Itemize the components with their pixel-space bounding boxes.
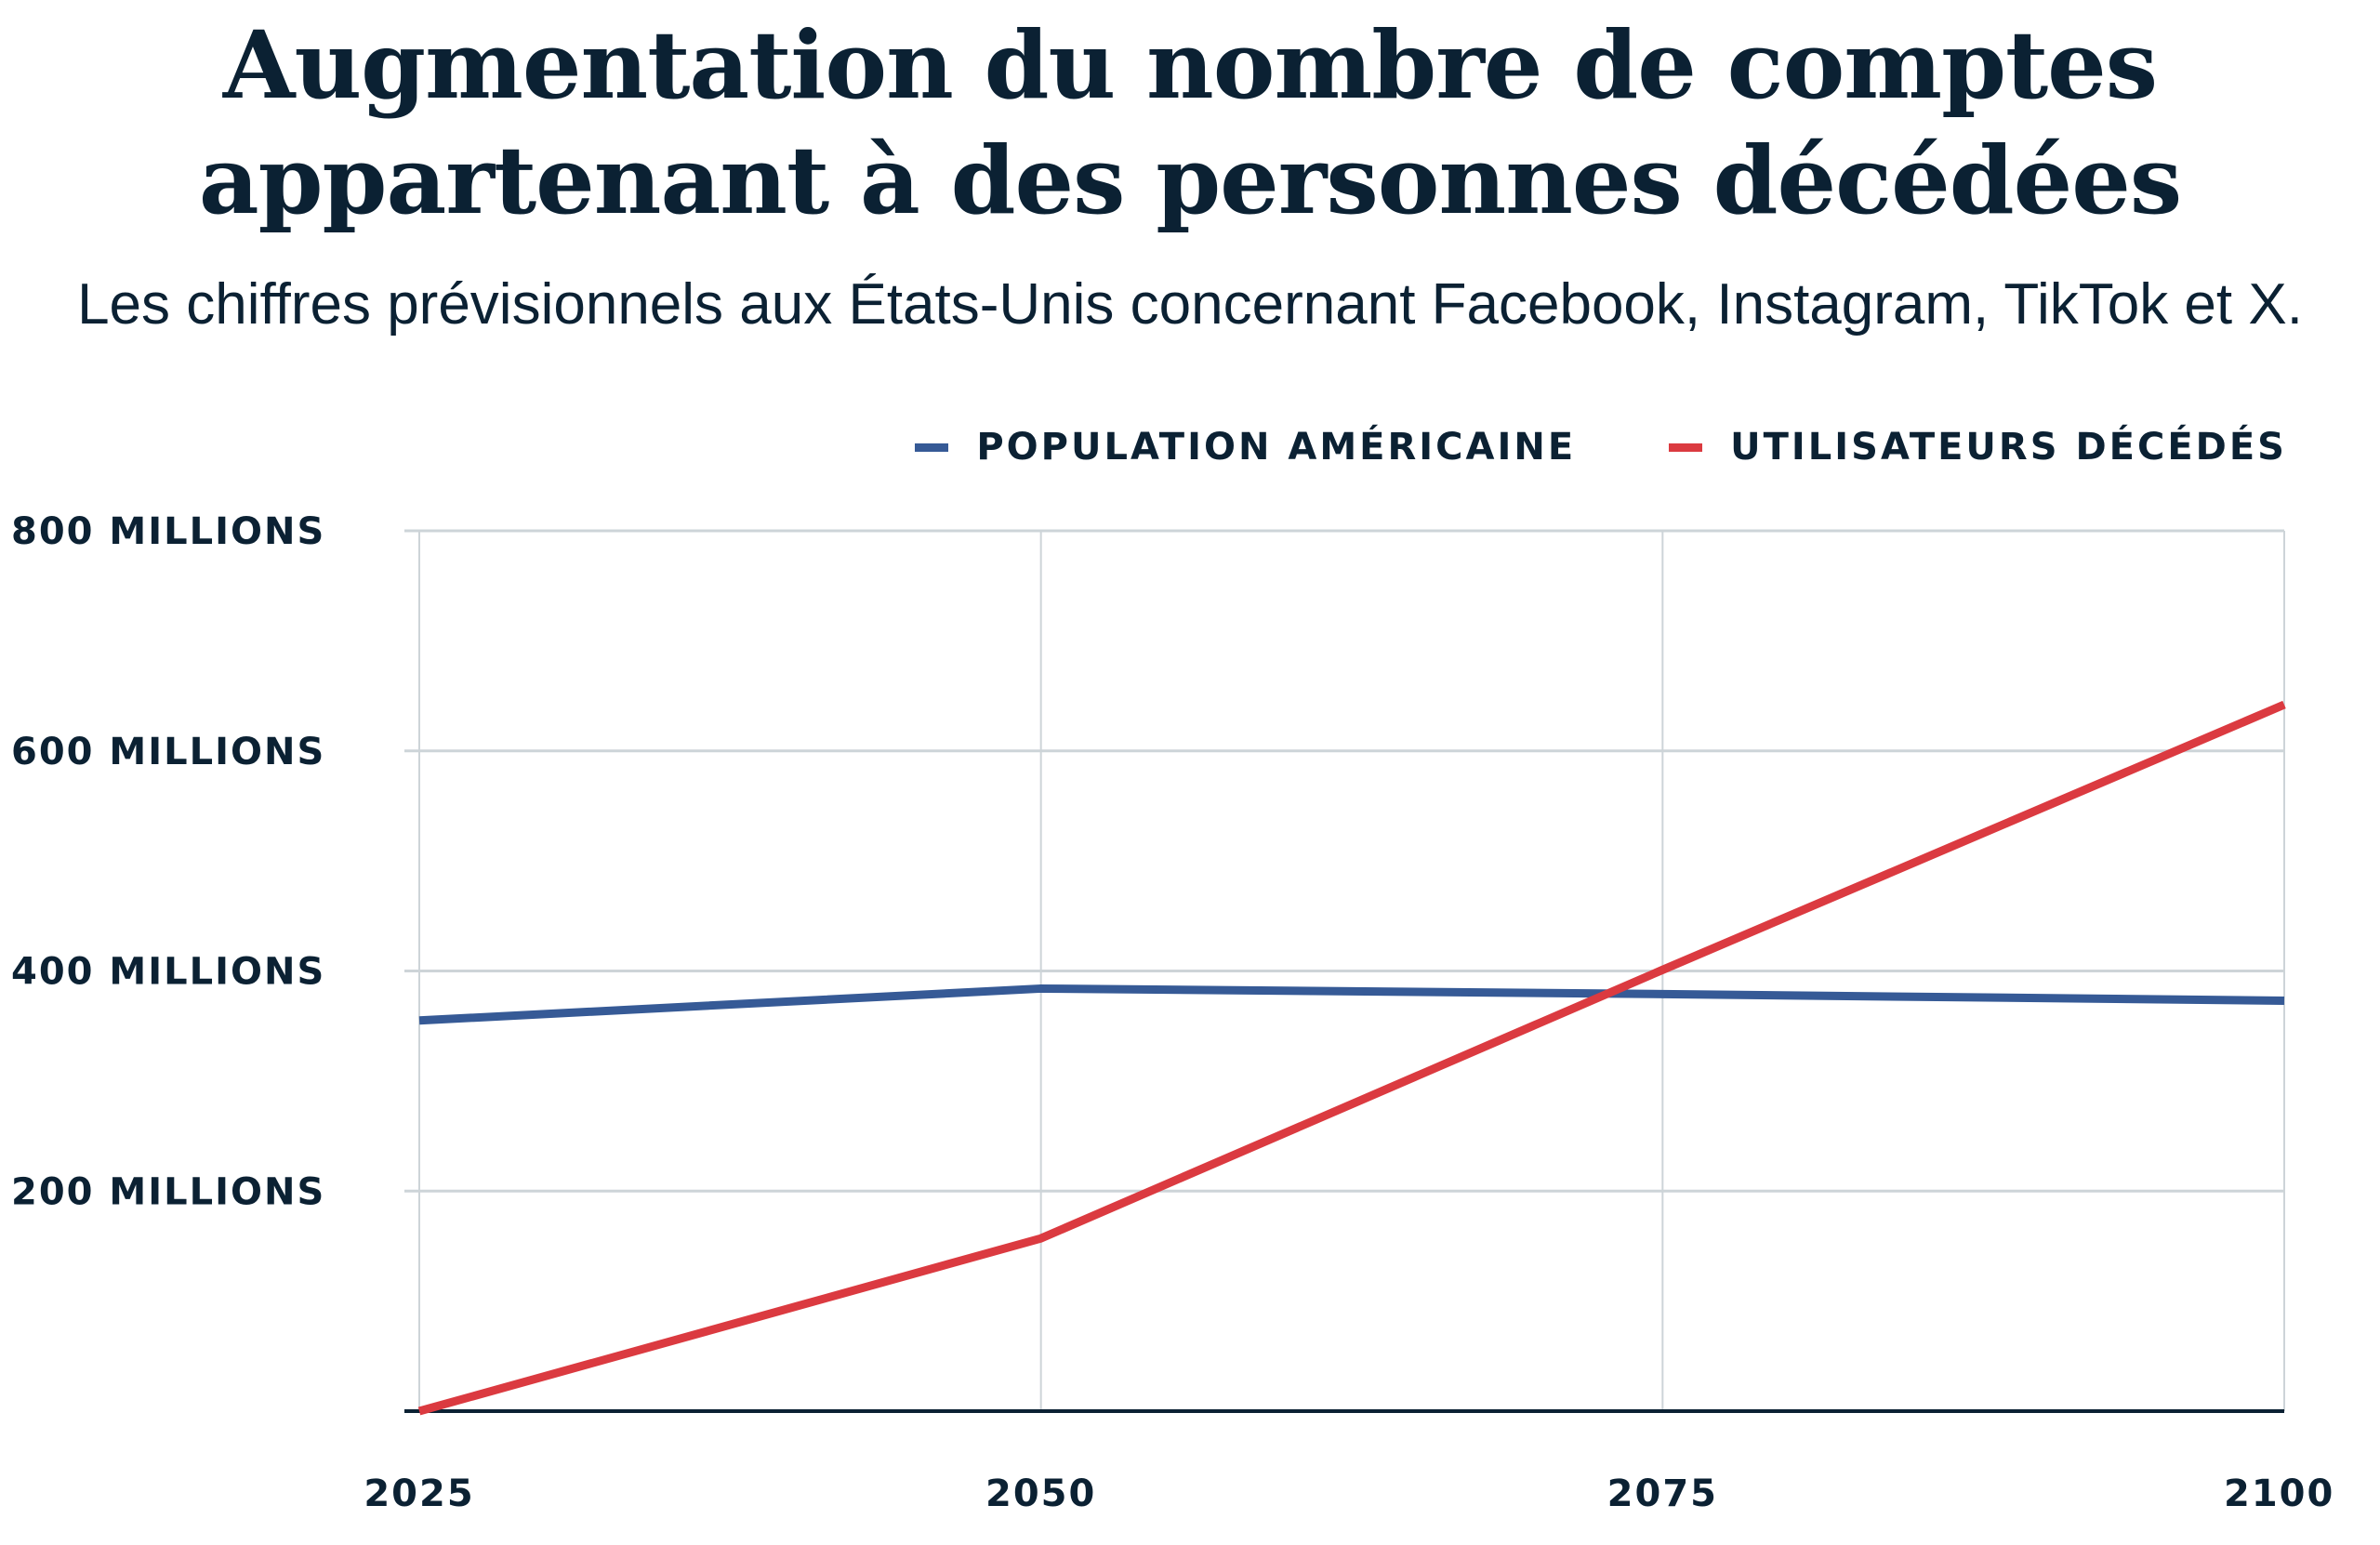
x-tick-label: 2025 <box>364 1472 474 1515</box>
legend-item-deceased: UTILISATEURS DÉCÉDÉS <box>1669 426 2287 469</box>
x-tick-label: 2075 <box>1607 1472 1718 1515</box>
title-line-2: appartenant à des personnes décédées <box>198 125 2182 235</box>
series-line-population <box>418 984 2285 1025</box>
legend-label-population: POPULATION AMÉRICAINE <box>976 426 1577 469</box>
legend-swatch-population <box>915 442 949 452</box>
chart-subtitle: Les chiffres prévisionnels aux États-Uni… <box>77 272 2303 337</box>
title-line-1: Augmentation du nombre de comptes <box>222 10 2158 120</box>
y-tick-label: 400 MILLIONS <box>11 951 325 994</box>
legend-item-population: POPULATION AMÉRICAINE <box>915 426 1576 469</box>
legend-swatch-deceased <box>1669 442 1703 452</box>
x-tick-label: 2050 <box>985 1472 1096 1515</box>
y-tick-label: 600 MILLIONS <box>11 731 325 773</box>
legend-label-deceased: UTILISATEURS DÉCÉDÉS <box>1730 426 2287 469</box>
y-tick-label: 800 MILLIONS <box>11 510 325 553</box>
chart-title: Augmentation du nombre de comptes appart… <box>0 7 2380 238</box>
y-tick-label: 200 MILLIONS <box>11 1170 325 1213</box>
x-tick-label: 2100 <box>2224 1472 2334 1515</box>
legend: POPULATION AMÉRICAINE UTILISATEURS DÉCÉD… <box>915 426 2287 469</box>
series-line-deceased <box>417 700 2286 1416</box>
